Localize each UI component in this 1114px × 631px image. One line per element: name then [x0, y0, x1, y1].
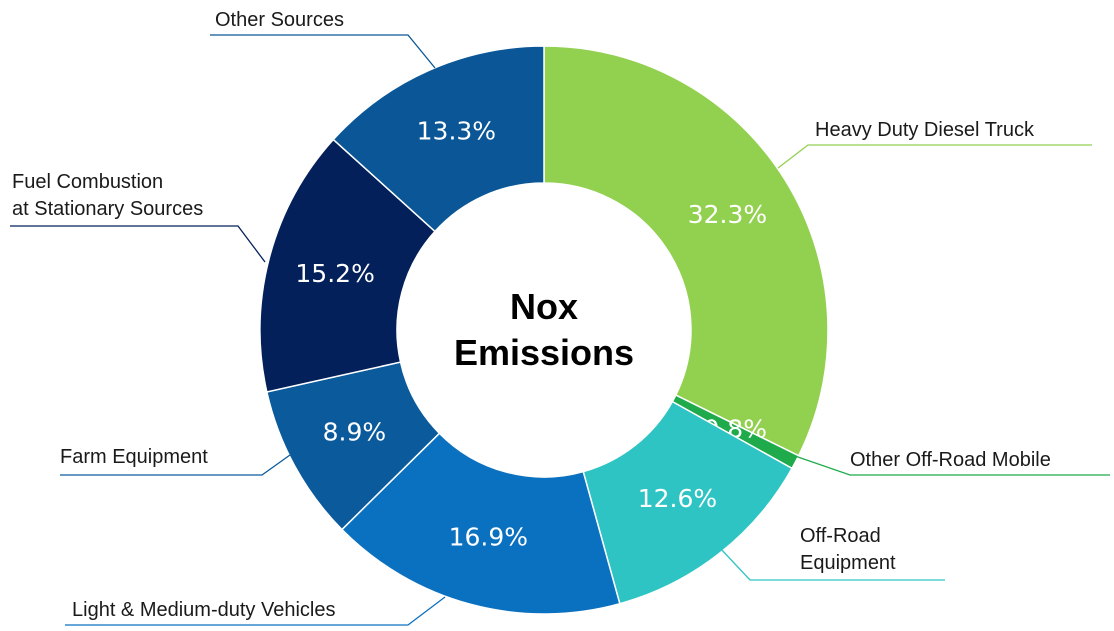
- value-label: 8.9%: [323, 417, 387, 446]
- category-label: Light & Medium-duty Vehicles: [72, 599, 336, 621]
- slice: [543, 45, 829, 457]
- category-label: Farm Equipment: [60, 446, 208, 468]
- leader-line: [65, 596, 446, 626]
- category-label: Heavy Duty Diesel Truck: [815, 119, 1034, 141]
- slice: [259, 138, 437, 393]
- leader-line: [210, 34, 436, 69]
- value-label: 15.2%: [295, 259, 374, 288]
- category-label: Other Sources: [215, 9, 344, 31]
- slice: [582, 400, 794, 605]
- leader-line: [60, 454, 291, 476]
- category-label: Off-Road Equipment: [800, 525, 896, 574]
- category-label: Fuel Combustion at Stationary Sources: [12, 171, 204, 220]
- leader-line: [777, 144, 1092, 169]
- value-label: 32.3%: [688, 200, 767, 229]
- slice: [332, 45, 545, 233]
- value-label: 12.6%: [638, 484, 717, 513]
- value-label: 13.3%: [417, 117, 496, 146]
- leader-line: [794, 455, 1110, 476]
- category-label: Other Off-Road Mobile: [850, 449, 1051, 471]
- leader-line: [719, 547, 945, 581]
- slice: [340, 432, 621, 615]
- chart-title: Nox Emissions: [453, 286, 635, 373]
- leader-line: [10, 225, 266, 263]
- value-label: 16.9%: [449, 523, 528, 552]
